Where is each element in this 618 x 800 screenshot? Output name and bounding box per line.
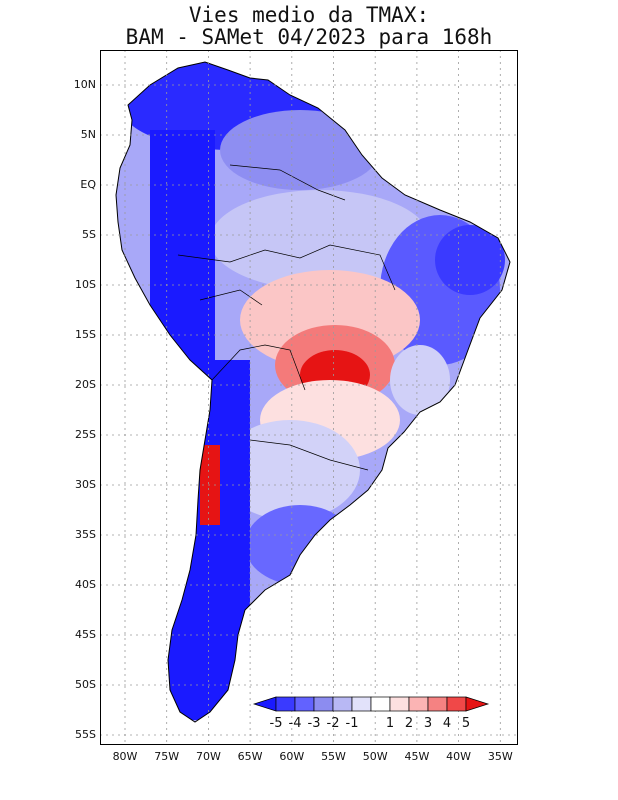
lon-label: 70W bbox=[195, 750, 221, 763]
title-line-1: Vies medio da TMAX: bbox=[188, 3, 430, 27]
colorbar-arrow-high bbox=[465, 696, 490, 712]
lat-label: 5S bbox=[82, 228, 96, 241]
lon-label: 55W bbox=[321, 750, 346, 763]
lat-label: 25S bbox=[75, 428, 96, 441]
lon-label: 60W bbox=[279, 750, 305, 763]
lon-label: 45W bbox=[404, 750, 430, 763]
colorbar-label: -4 bbox=[288, 716, 302, 731]
lon-label: 80W bbox=[112, 750, 138, 763]
colorbar bbox=[252, 696, 490, 712]
lon-label: 40W bbox=[446, 750, 472, 763]
lat-label: 5N bbox=[80, 128, 96, 141]
graticule bbox=[100, 50, 518, 745]
colorbar-label: 2 bbox=[404, 716, 414, 731]
colorbar-label: -5 bbox=[269, 716, 283, 731]
colorbar-label: -2 bbox=[326, 716, 340, 731]
lat-label: 30S bbox=[75, 478, 96, 491]
lon-label: 35W bbox=[487, 750, 513, 763]
map-frame bbox=[100, 50, 518, 745]
title-line-2: BAM - SAMet 04/2023 para 168h bbox=[125, 25, 493, 49]
colorbar-label: 5 bbox=[461, 716, 471, 731]
lat-label: 15S bbox=[75, 328, 96, 341]
lat-label: 20S bbox=[75, 378, 96, 391]
lon-label: 65W bbox=[237, 750, 263, 763]
lat-label: EQ bbox=[80, 178, 96, 191]
lat-label: 55S bbox=[75, 728, 96, 741]
colorbar-label: -1 bbox=[345, 716, 359, 731]
country-borders bbox=[177, 164, 396, 471]
lat-label: 50S bbox=[75, 678, 96, 691]
colorbar-label: 4 bbox=[442, 716, 452, 731]
colorbar-label: -3 bbox=[307, 716, 321, 731]
lat-label: 40S bbox=[75, 578, 96, 591]
colorbar-label: 1 bbox=[385, 716, 395, 731]
lat-label: 10S bbox=[75, 278, 96, 291]
lon-label: 75W bbox=[154, 750, 180, 763]
colorbar-label: 3 bbox=[423, 716, 433, 731]
lat-label: 35S bbox=[75, 528, 96, 541]
lat-label: 10N bbox=[73, 78, 96, 91]
lat-label: 45S bbox=[75, 628, 96, 641]
lon-label: 50W bbox=[362, 750, 388, 763]
